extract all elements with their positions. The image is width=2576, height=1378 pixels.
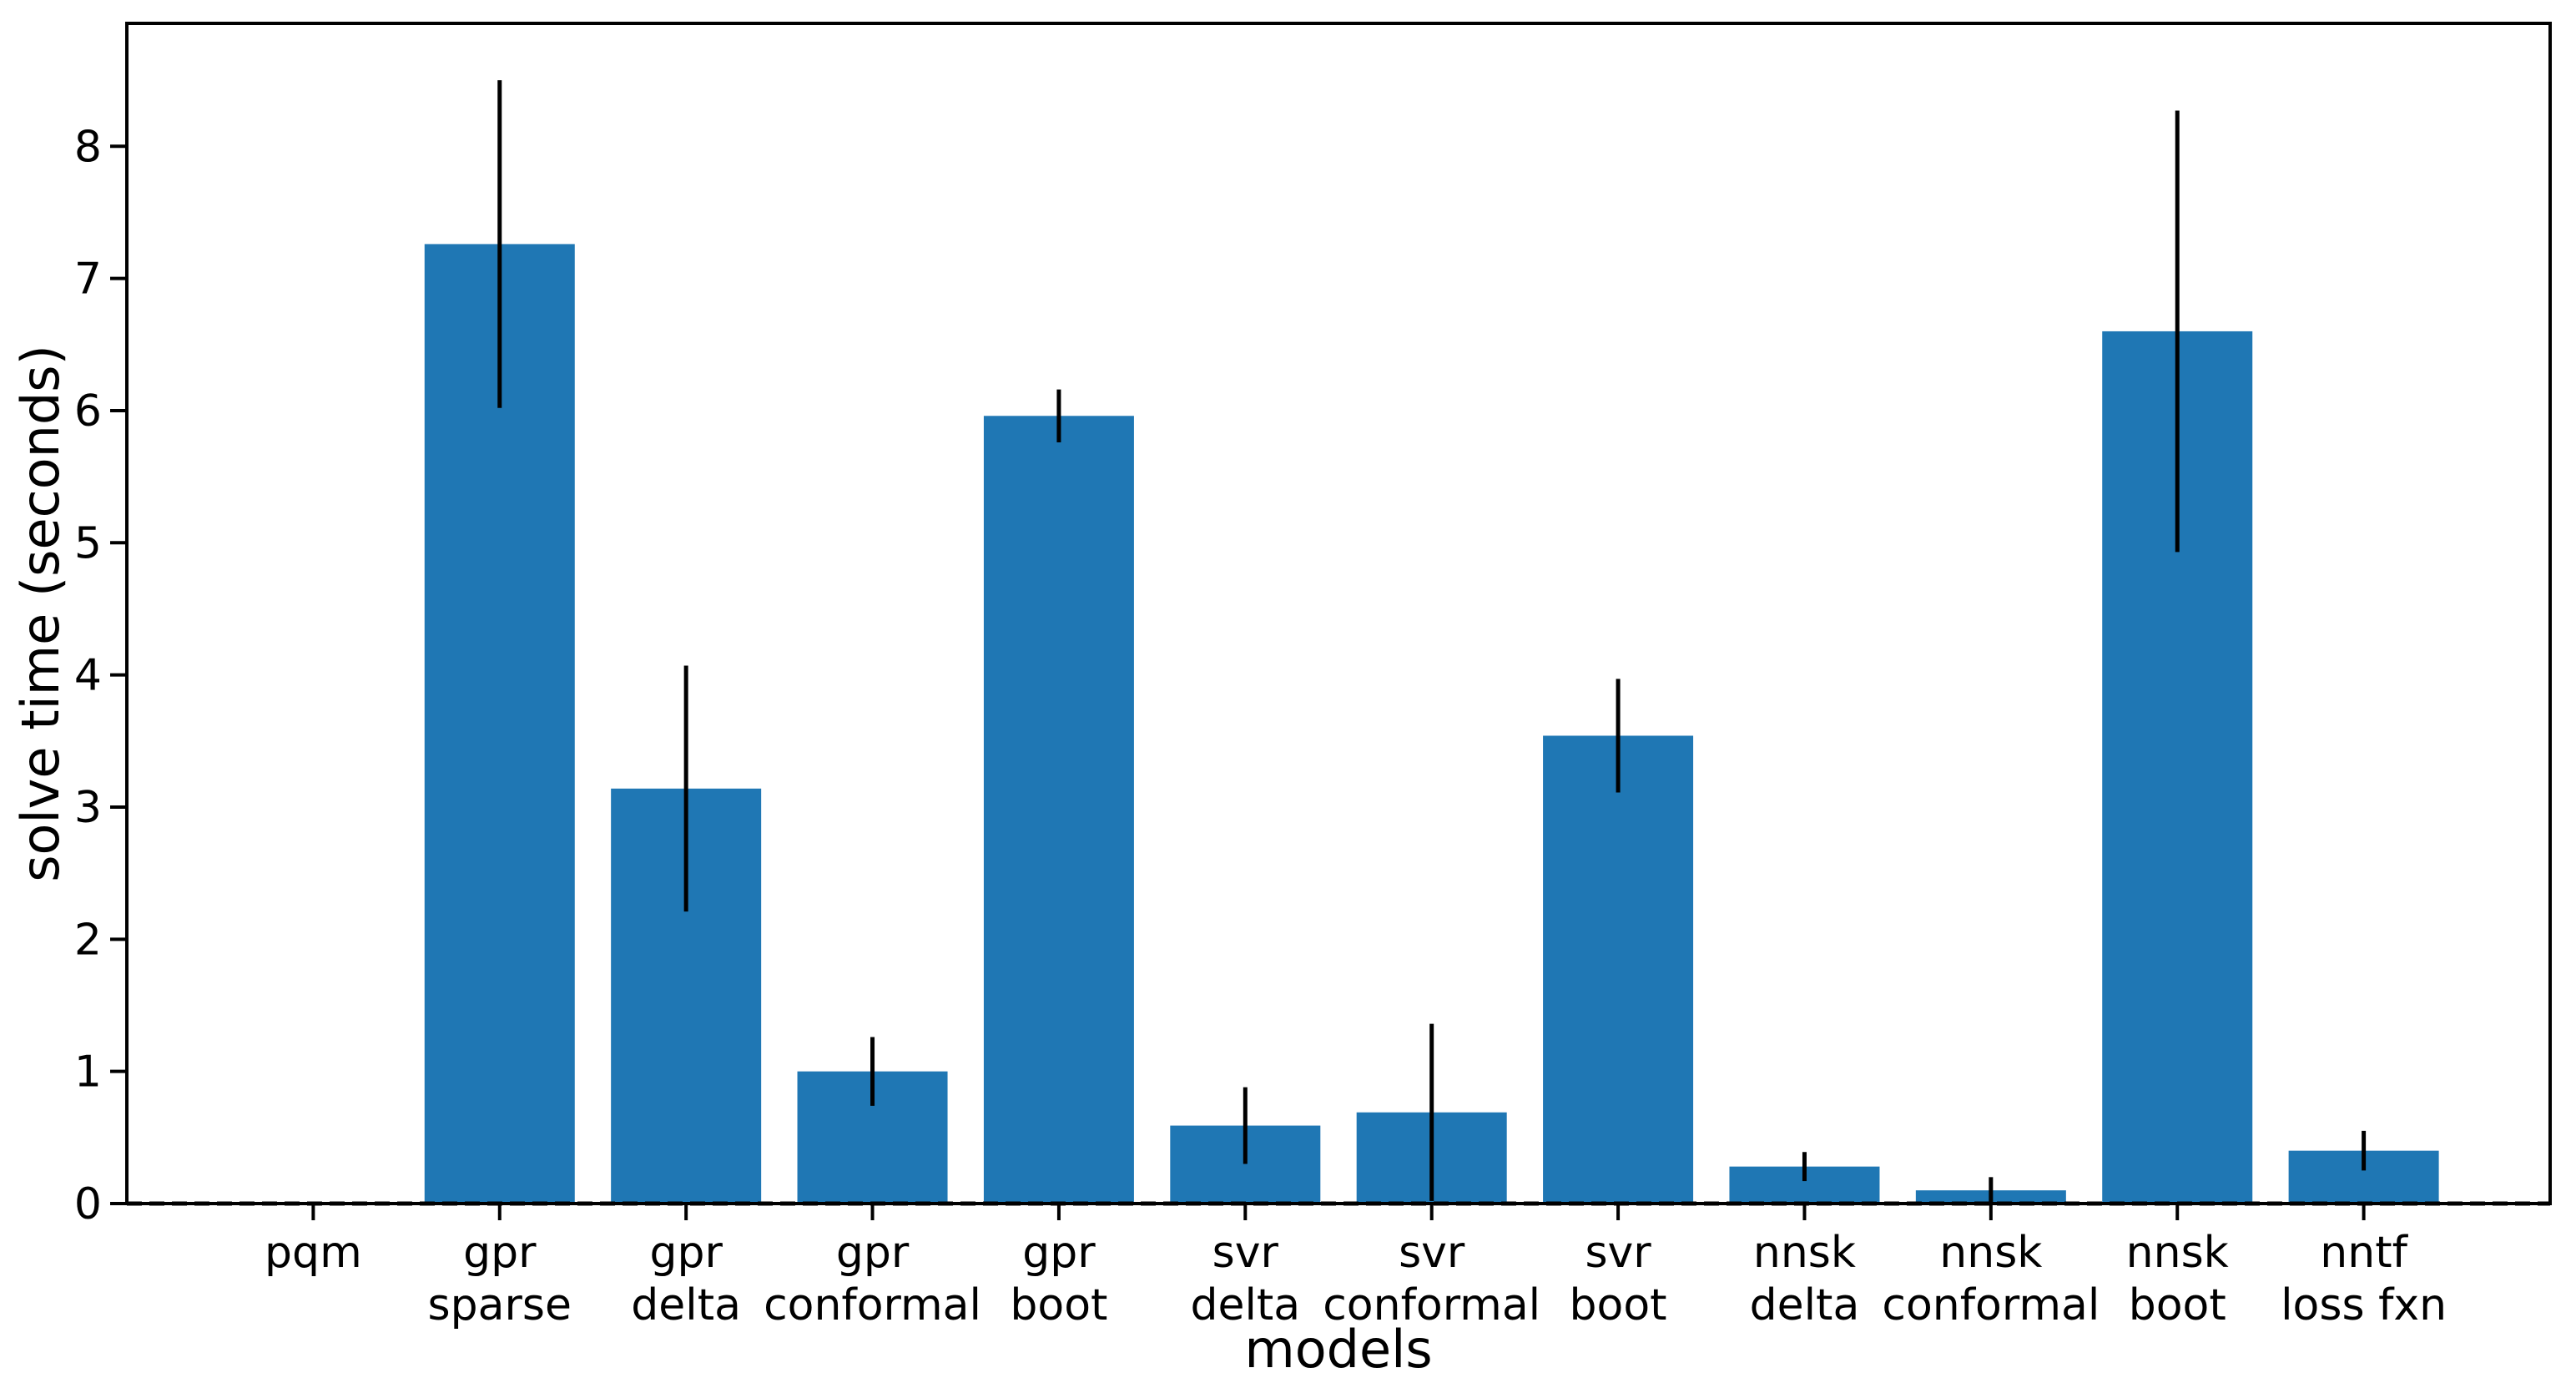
bar-svr-boot	[1543, 735, 1694, 1204]
y-axis-title: solve time (seconds)	[10, 345, 71, 882]
y-tick-label-3: 3	[74, 783, 102, 833]
x-tick-label-nnsk-boot: nnsk boot	[2126, 1228, 2229, 1330]
x-tick-label-svr-conformal: svr conformal	[1323, 1228, 1540, 1330]
plot-border	[125, 22, 2552, 1205]
bars-layer	[238, 244, 2439, 1204]
x-tick-label-nntf-loss-fxn: nntf loss fxn	[2281, 1228, 2447, 1330]
y-tick-label-8: 8	[74, 122, 102, 172]
x-tick-label-gpr-conformal: gpr conformal	[764, 1228, 981, 1330]
y-tick-label-1: 1	[74, 1047, 102, 1098]
x-tick-label-nnsk-delta: nnsk delta	[1750, 1228, 1860, 1330]
y-tick-label-5: 5	[74, 518, 102, 568]
y-tick-label-0: 0	[74, 1179, 102, 1229]
x-tick-label-svr-boot: svr boot	[1570, 1228, 1667, 1330]
y-tick-label-6: 6	[74, 386, 102, 437]
x-tick-label-pqm: pqm	[265, 1228, 362, 1278]
x-tick-label-gpr-sparse: gpr sparse	[428, 1228, 572, 1330]
x-axis-title: models	[1244, 1319, 1432, 1378]
x-tick-label-gpr-boot: gpr boot	[1010, 1228, 1107, 1330]
x-tick-label-nnsk-conformal: nnsk conformal	[1882, 1228, 2100, 1330]
errorbars-layer	[497, 80, 2367, 1204]
x-tick-label-svr-delta: svr delta	[1190, 1228, 1300, 1330]
y-tick-label-4: 4	[74, 651, 102, 701]
x-tick-label-gpr-delta: gpr delta	[631, 1228, 741, 1330]
y-tick-label-2: 2	[74, 915, 102, 965]
bar-gpr-boot	[983, 416, 1134, 1204]
y-tick-label-7: 7	[74, 255, 102, 305]
